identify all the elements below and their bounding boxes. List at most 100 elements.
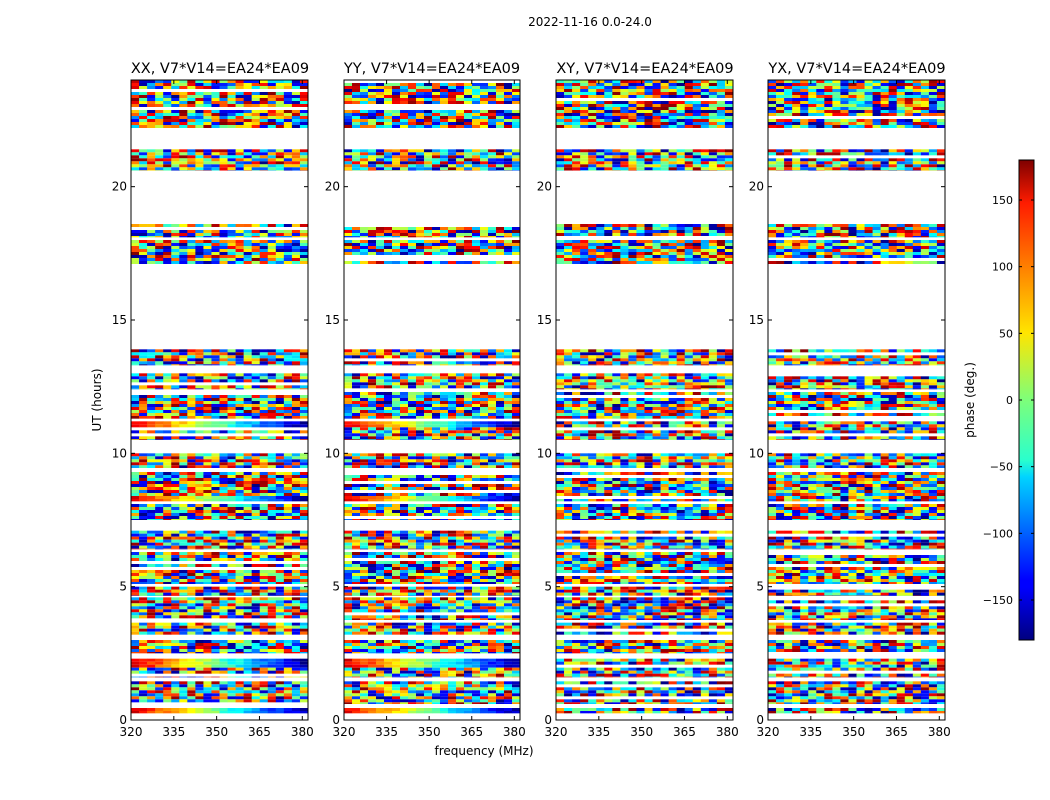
heatmap-cell xyxy=(228,240,236,243)
heatmap-cell xyxy=(440,531,448,534)
heatmap-cell xyxy=(512,392,520,395)
heatmap-cell xyxy=(268,668,276,671)
heatmap-cell xyxy=(252,164,260,167)
heatmap-cell xyxy=(220,690,228,693)
heatmap-cell xyxy=(268,95,276,98)
heatmap-cell xyxy=(163,606,171,609)
heatmap-cell xyxy=(147,410,155,413)
heatmap-cell xyxy=(360,427,368,430)
heatmap-cell xyxy=(211,430,219,433)
heatmap-cell xyxy=(424,632,432,635)
heatmap-cell xyxy=(424,453,432,456)
heatmap-cell xyxy=(268,711,276,713)
heatmap-cell xyxy=(472,600,480,603)
heatmap-cell xyxy=(244,487,252,490)
heatmap-cell xyxy=(424,582,432,584)
heatmap-cell xyxy=(384,632,392,635)
heatmap-cell xyxy=(211,606,219,609)
heatmap-cell xyxy=(268,410,276,413)
heatmap-cell xyxy=(472,582,480,584)
heatmap-cell xyxy=(211,499,219,501)
heatmap-cell xyxy=(368,570,376,573)
heatmap-cell xyxy=(276,490,284,493)
heatmap-cell xyxy=(512,401,520,404)
heatmap-cell xyxy=(203,119,211,122)
heatmap-cell xyxy=(440,582,448,584)
heatmap-cell xyxy=(300,708,308,711)
heatmap-cell xyxy=(392,398,400,401)
heatmap-cell xyxy=(244,662,252,665)
heatmap-cell xyxy=(276,110,284,113)
heatmap-cell xyxy=(504,436,512,439)
heatmap-cell xyxy=(488,421,496,424)
heatmap-cell xyxy=(211,436,219,439)
heatmap-cell xyxy=(131,83,139,86)
heatmap-cell xyxy=(440,427,448,430)
heatmap-cell xyxy=(211,475,219,478)
heatmap-cell xyxy=(252,421,260,424)
heatmap-cell xyxy=(392,609,400,612)
heatmap-cell xyxy=(292,629,300,632)
heatmap-cell xyxy=(268,436,276,439)
heatmap-cell xyxy=(376,453,384,456)
heatmap-cell xyxy=(376,496,384,499)
heatmap-cell xyxy=(292,453,300,456)
heatmap-cell xyxy=(424,413,432,416)
heatmap-cell xyxy=(284,531,292,534)
heatmap-cell xyxy=(456,421,464,424)
heatmap-cell xyxy=(440,424,448,427)
heatmap-cell xyxy=(284,224,292,227)
heatmap-cell xyxy=(400,462,408,465)
heatmap-cell xyxy=(512,693,520,696)
heatmap-cell xyxy=(344,373,352,376)
heatmap-cell xyxy=(195,116,203,119)
heatmap-cell xyxy=(284,612,292,615)
heatmap-cell xyxy=(392,376,400,379)
heatmap-cell xyxy=(276,155,284,158)
heatmap-cell xyxy=(300,158,308,161)
heatmap-cell xyxy=(448,702,456,704)
heatmap-cell xyxy=(448,582,456,584)
heatmap-cell xyxy=(220,233,228,236)
heatmap-cell xyxy=(220,681,228,684)
heatmap-cell xyxy=(408,618,416,620)
heatmap-cell xyxy=(464,382,472,385)
heatmap-cell xyxy=(284,83,292,86)
heatmap-cell xyxy=(360,392,368,395)
heatmap-cell xyxy=(187,472,195,475)
heatmap-cell xyxy=(424,671,432,674)
heatmap-cell xyxy=(496,519,504,520)
heatmap-cell xyxy=(195,487,203,490)
heatmap-cell xyxy=(400,606,408,609)
heatmap-cell xyxy=(220,603,228,606)
heatmap-cell xyxy=(211,555,219,558)
heatmap-cell xyxy=(456,459,464,462)
heatmap-cell xyxy=(464,392,472,395)
heatmap-cell xyxy=(236,543,244,546)
heatmap-cell xyxy=(368,355,376,358)
heatmap-cell xyxy=(179,496,187,499)
heatmap-cell xyxy=(456,681,464,684)
heatmap-cell xyxy=(352,555,360,558)
heatmap-cell xyxy=(352,496,360,499)
heatmap-cell xyxy=(139,623,147,626)
heatmap-cell xyxy=(147,83,155,86)
heatmap-cell xyxy=(416,587,424,590)
heatmap-cell xyxy=(236,677,244,678)
heatmap-cell xyxy=(236,421,244,424)
heatmap-cell xyxy=(147,564,155,567)
heatmap-cell xyxy=(292,507,300,510)
heatmap-cell xyxy=(384,493,392,496)
heatmap-cell xyxy=(480,513,488,516)
heatmap-cell xyxy=(512,659,520,662)
heatmap-cell xyxy=(384,531,392,534)
heatmap-cell xyxy=(472,496,480,499)
heatmap-cell xyxy=(496,674,504,677)
heatmap-cell xyxy=(400,561,408,564)
heatmap-cell xyxy=(512,623,520,626)
heatmap-cell xyxy=(187,388,195,389)
heatmap-cell xyxy=(139,555,147,558)
heatmap-cell xyxy=(368,439,376,440)
heatmap-cell xyxy=(131,475,139,478)
heatmap-cell xyxy=(360,674,368,677)
